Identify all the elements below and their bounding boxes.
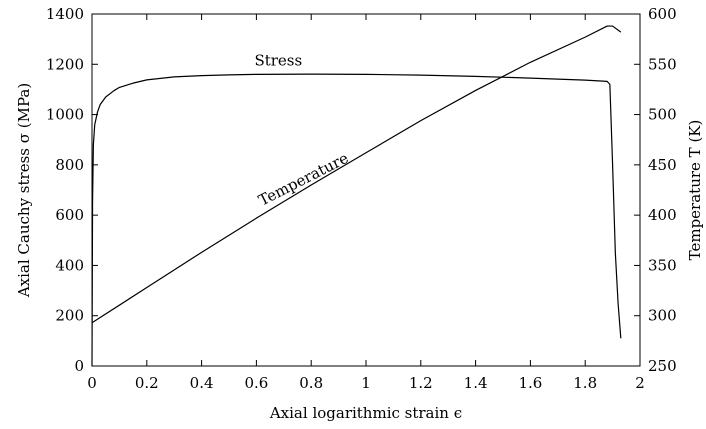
x-tick-label: 1.8 (573, 374, 597, 392)
x-axis: 0 0.2 0.4 0.6 0.8 1 1.2 1.4 1.6 1.8 2 (87, 14, 645, 392)
x-tick-label: 1.2 (409, 374, 433, 392)
left-y-tick-label: 600 (55, 206, 84, 224)
series-line-temperature (91, 25, 622, 324)
left-y-tick-label: 1400 (46, 5, 84, 23)
right-y-tick-label: 450 (648, 156, 677, 174)
left-y-tick-label: 0 (74, 357, 84, 375)
left-y-tick-label: 800 (55, 156, 84, 174)
right-y-axis: 250 300 350 400 450 500 550 600 (634, 5, 677, 375)
left-y-tick-label: 1200 (46, 55, 84, 73)
left-y-tick-label: 200 (55, 307, 84, 325)
left-y-tick-label: 1000 (46, 106, 84, 124)
right-y-tick-label: 400 (648, 206, 677, 224)
series-line-stress (91, 73, 622, 367)
x-tick-label: 0.6 (244, 374, 268, 392)
x-tick-label: 1.4 (464, 374, 488, 392)
right-y-tick-label: 600 (648, 5, 677, 23)
right-y-axis-label: Temperature T (K) (686, 120, 704, 261)
x-tick-label: 1 (361, 374, 371, 392)
left-y-axis-label: Axial Cauchy stress σ (MPa) (15, 83, 33, 298)
x-tick-label: 0.8 (299, 374, 323, 392)
x-tick-label: 0.2 (135, 374, 159, 392)
x-tick-label: 0 (87, 374, 97, 392)
right-y-tick-label: 550 (648, 55, 677, 73)
x-tick-label: 0.4 (190, 374, 214, 392)
annotation-temperature: Temperature (256, 149, 352, 210)
x-axis-label: Axial logarithmic strain ϵ (269, 404, 462, 422)
x-tick-label: 2 (635, 374, 645, 392)
left-y-tick-label: 400 (55, 256, 84, 274)
plot-frame (91, 13, 641, 367)
right-y-tick-label: 350 (648, 256, 677, 274)
right-y-tick-label: 250 (648, 357, 677, 375)
left-y-axis: 0 200 400 600 800 1000 1200 1400 (46, 5, 98, 375)
right-y-tick-label: 500 (648, 106, 677, 124)
annotation-stress: Stress (254, 52, 302, 70)
right-y-tick-label: 300 (648, 307, 677, 325)
plot-marks: Stress Temperature (91, 25, 622, 367)
x-tick-label: 1.6 (518, 374, 542, 392)
